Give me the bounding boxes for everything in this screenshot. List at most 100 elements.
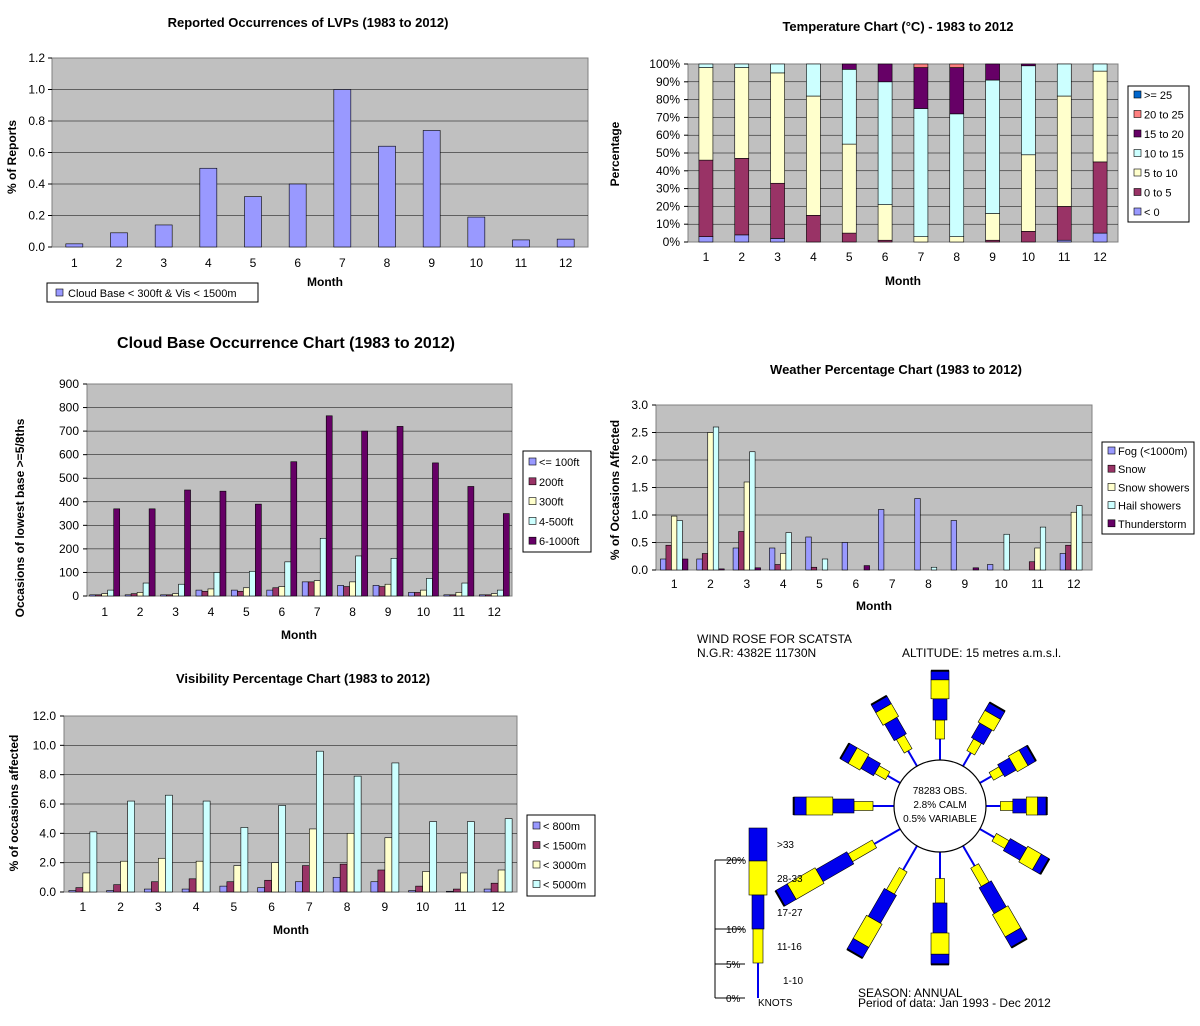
bar xyxy=(226,881,235,893)
legend-swatch xyxy=(528,517,537,525)
bar xyxy=(68,890,77,893)
bar xyxy=(420,589,427,597)
bar xyxy=(372,585,380,597)
wind-band-cap xyxy=(839,742,851,760)
bar xyxy=(774,564,781,571)
bar xyxy=(1056,63,1072,97)
x-tick-label: 11 xyxy=(453,605,466,619)
wind-rose-spoke xyxy=(774,828,901,907)
temp-x-ticks: 1 2 3 4 5 6 7 8 9 10 11 12 xyxy=(703,250,1108,264)
bar xyxy=(504,818,513,893)
bar xyxy=(349,581,356,597)
bar xyxy=(696,558,703,571)
legend-swatch xyxy=(1133,129,1142,138)
y-tick-label: 2.0 xyxy=(631,453,648,467)
x-tick-label: 3 xyxy=(172,605,179,619)
bar xyxy=(949,113,965,237)
bar xyxy=(1070,511,1077,571)
y-tick-label: 20% xyxy=(656,199,680,213)
wind-rose-scale: 20% 10% 5% 0% xyxy=(714,856,746,1005)
bar xyxy=(244,196,262,248)
x-tick-label: 1 xyxy=(80,900,87,914)
y-tick-label: 30% xyxy=(656,182,680,196)
bar xyxy=(432,462,439,597)
x-tick-label: 8 xyxy=(925,577,932,591)
x-tick-label: 5 xyxy=(816,577,823,591)
wind-band-cap xyxy=(1010,937,1028,949)
wind-rose-key: >33 28-33 17-27 11-16 1-10 KNOTS xyxy=(748,827,803,1009)
bar xyxy=(1092,70,1108,163)
wind-band xyxy=(847,839,878,863)
bar xyxy=(339,863,348,893)
lvp-legend-swatch xyxy=(55,288,64,297)
legend-label: < 0 xyxy=(1144,207,1160,219)
bar xyxy=(1092,161,1108,234)
bar xyxy=(913,63,929,68)
x-tick-label: 5 xyxy=(243,605,250,619)
legend-label: < 1500m xyxy=(543,841,586,853)
legend-swatch xyxy=(532,821,541,830)
bar xyxy=(361,430,368,597)
y-tick-label: 100 xyxy=(59,565,79,579)
bar xyxy=(390,558,398,597)
legend-swatch xyxy=(1107,483,1116,491)
x-tick-label: 2 xyxy=(117,900,124,914)
y-tick-label: 0.0 xyxy=(631,563,648,577)
y-tick-label: 1.5 xyxy=(631,481,648,495)
bar xyxy=(130,593,138,597)
legend-label: 300ft xyxy=(539,497,563,509)
wind-band xyxy=(1012,798,1027,814)
bar xyxy=(201,590,209,597)
bar xyxy=(278,805,286,893)
vis-y-ticks: 0.0 2.0 4.0 6.0 8.0 10.0 12.0 xyxy=(33,709,64,899)
legend-label: Thunderstorm xyxy=(1118,519,1186,531)
y-tick-label: 90% xyxy=(656,75,680,89)
x-tick-label: 4 xyxy=(208,605,215,619)
legend-label: 15 to 20 xyxy=(1144,129,1184,141)
bar xyxy=(415,885,423,893)
bar xyxy=(307,581,315,597)
bar xyxy=(734,67,750,159)
cloud-y-ticks: 0 100 200 300 400 500 600 700 800 900 xyxy=(59,377,87,603)
legend-label: >= 25 xyxy=(1144,90,1172,102)
wind-rose-season: SEASON: ANNUAL xyxy=(858,986,963,1000)
bar xyxy=(1076,505,1083,571)
wind-band-cap xyxy=(846,948,864,960)
bar xyxy=(443,594,451,597)
bar xyxy=(337,585,344,597)
x-tick-label: 1 xyxy=(101,605,108,619)
x-tick-label: 7 xyxy=(918,250,925,264)
temp-y-ticks: 0% 10% 20% 30% 40% 50% 60% 70% 80% 90% 100% xyxy=(649,57,688,249)
legend-swatch xyxy=(1107,464,1116,473)
lvp-chart: Reported Occurrences of LVPs (1983 to 20… xyxy=(5,15,589,303)
y-tick-label: 400 xyxy=(59,495,79,509)
bar xyxy=(698,63,714,68)
bar xyxy=(985,213,1000,241)
y-tick-label: 0% xyxy=(663,235,681,249)
bar xyxy=(199,167,218,248)
bar xyxy=(877,204,893,241)
bar xyxy=(985,79,1000,214)
bar xyxy=(810,566,818,571)
legend-label: < 800m xyxy=(543,821,580,833)
bar xyxy=(422,130,441,248)
wind-band-1-10 xyxy=(902,845,918,871)
bar xyxy=(949,236,965,243)
x-tick-label: 11 xyxy=(1058,250,1071,264)
wind-band xyxy=(935,878,945,904)
x-tick-label: 9 xyxy=(961,577,968,591)
y-tick-label: 10.0 xyxy=(33,738,57,752)
bar xyxy=(949,67,965,115)
wind-rose-spoke xyxy=(870,694,918,767)
bar xyxy=(422,871,430,893)
cloud-y-label: Occasions of lowest base >=5/8ths xyxy=(13,418,27,617)
bar xyxy=(89,594,97,597)
legend-swatch xyxy=(532,860,541,869)
bar xyxy=(295,881,303,893)
bar xyxy=(127,800,135,893)
weather-legend-items: Fog (<1000m) Snow Snow showers Hail showers… xyxy=(1107,446,1190,531)
bar xyxy=(841,542,848,571)
x-tick-label: 12 xyxy=(1093,250,1107,264)
wind-rose-ngr: N.G.R: 4382E 11730N xyxy=(697,646,816,660)
bar xyxy=(148,508,156,597)
